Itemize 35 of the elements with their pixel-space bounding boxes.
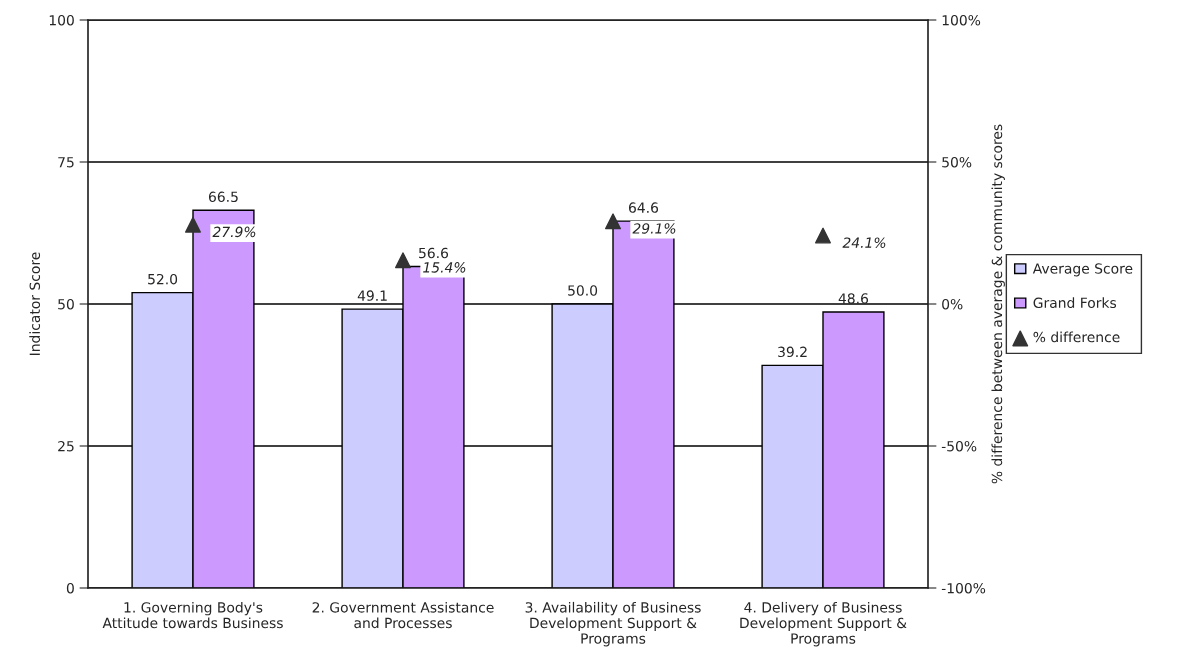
- y2-tick-label: 0%: [942, 298, 963, 310]
- y2-axis-title: % difference between average & community scores: [991, 124, 1005, 484]
- data-label: 50.0: [568, 285, 598, 296]
- y-tick-label: 75: [58, 157, 74, 168]
- y2-tick-label: 100%: [942, 14, 981, 26]
- x-tick-label: 1. Governing Body's Attitude towards Business: [102, 601, 283, 629]
- data-label: 27.9%: [212, 226, 256, 238]
- x-tick-label: 2. Government Assistance and Processes: [312, 601, 494, 629]
- point: [395, 252, 411, 269]
- legend-label: % difference: [1033, 331, 1120, 343]
- data-label: 39.2: [778, 346, 807, 358]
- legend-label: Average Score: [1032, 263, 1133, 277]
- data-label: 49.1: [357, 290, 387, 301]
- y-axis-title: Indicator Score: [29, 252, 41, 355]
- x-tick-label: 4. Delivery of Business Development Support & Programs: [740, 601, 907, 647]
- y2-tick-label: -100%: [941, 582, 986, 594]
- data-label: 29.1%: [632, 223, 676, 234]
- point: [815, 227, 831, 244]
- x-tick-label: 3. Availability of Business Development Support & Programs: [525, 601, 701, 647]
- data-label: 64.6: [628, 202, 659, 213]
- data-label: 56.6: [419, 247, 449, 259]
- y-tick-label: 100: [49, 14, 74, 26]
- y-tick-label: 0: [66, 582, 74, 594]
- data-label: 52.0: [148, 273, 178, 285]
- data-label: 66.5: [208, 191, 238, 203]
- y-tick-label: 25: [58, 440, 74, 452]
- data-label: 48.6: [838, 293, 869, 304]
- y2-tick-label: -50%: [941, 440, 977, 452]
- point: [605, 213, 621, 230]
- point: [185, 216, 201, 233]
- y-tick-label: 50: [58, 298, 74, 310]
- data-label: 15.4%: [423, 262, 466, 273]
- y2-tick-label: 50%: [942, 156, 972, 168]
- data-label: 24.1%: [842, 237, 886, 248]
- legend-label: Grand Forks: [1033, 297, 1117, 309]
